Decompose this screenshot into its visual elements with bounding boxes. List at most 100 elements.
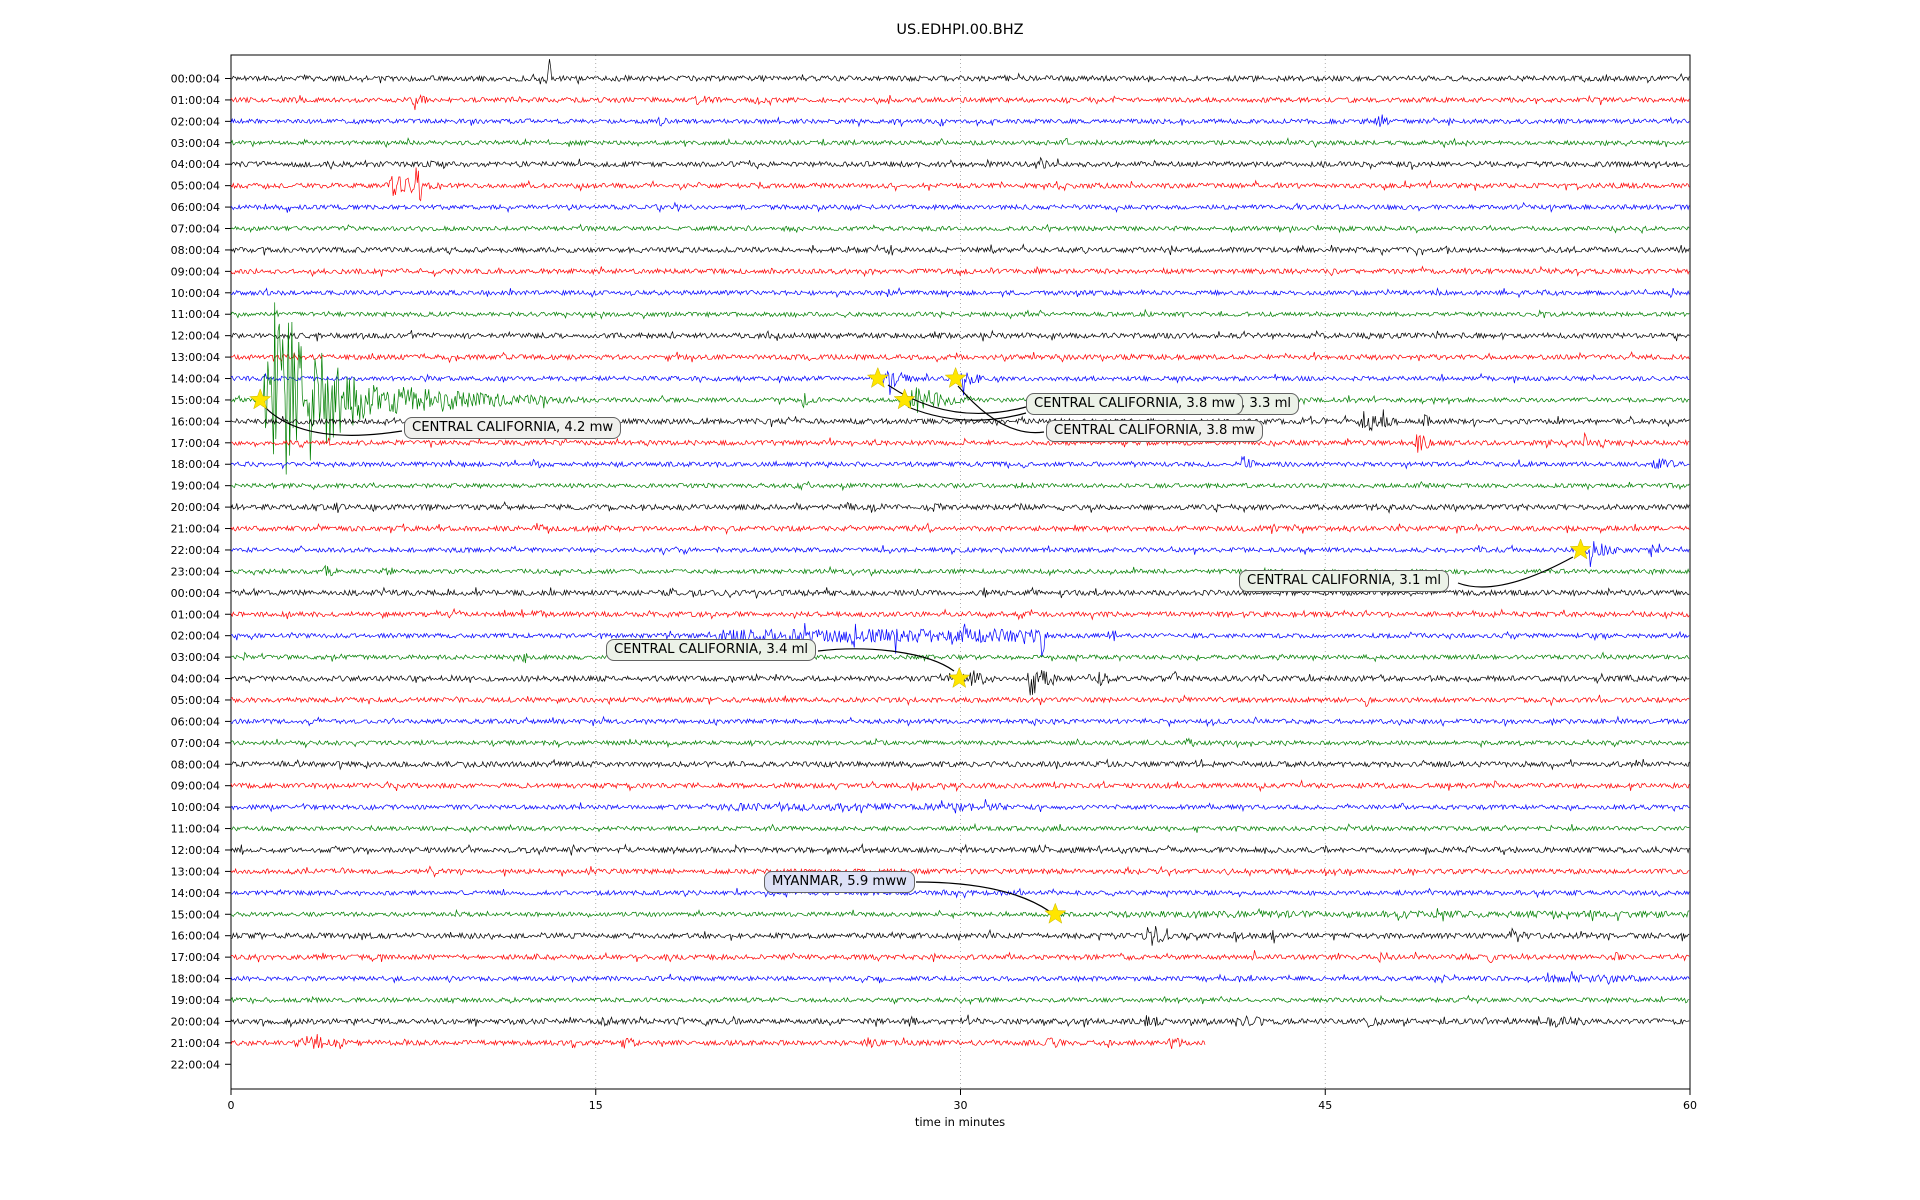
x-axis-label: time in minutes bbox=[914, 1115, 1006, 1129]
seismogram-trace-row-9 bbox=[230, 265, 1690, 278]
seismogram-trace-row-44 bbox=[230, 1014, 1690, 1028]
y-tick-label: 15:00:04 bbox=[171, 908, 220, 921]
y-tick-label: 15:00:04 bbox=[171, 394, 220, 407]
event-star-icon bbox=[866, 366, 889, 388]
seismogram-trace-row-38 bbox=[230, 887, 1690, 899]
y-tick-label: 13:00:04 bbox=[171, 865, 220, 878]
seismogram-trace-row-35 bbox=[230, 822, 1690, 834]
y-tick-label: 11:00:04 bbox=[171, 308, 220, 321]
y-tick-label: 18:00:04 bbox=[171, 973, 220, 986]
seismogram-trace-row-37 bbox=[230, 865, 1690, 878]
y-tick-label: 12:00:04 bbox=[171, 330, 220, 343]
y-tick-label: 20:00:04 bbox=[171, 501, 220, 514]
y-tick-label: 20:00:04 bbox=[171, 1015, 220, 1028]
seismogram-trace-row-17 bbox=[230, 431, 1690, 453]
y-tick-label: 21:00:04 bbox=[171, 1037, 220, 1050]
y-tick-label: 01:00:04 bbox=[171, 94, 220, 107]
seismogram-trace-row-11 bbox=[230, 308, 1690, 320]
event-star-icon bbox=[1569, 538, 1592, 560]
y-tick-label: 06:00:04 bbox=[171, 715, 220, 728]
seismogram-trace-row-3 bbox=[230, 137, 1690, 149]
seismogram-trace-row-32 bbox=[230, 758, 1690, 771]
y-tick-label: 23:00:04 bbox=[171, 565, 220, 578]
annotation-leader-line-2 bbox=[907, 406, 1027, 421]
y-tick-label: 11:00:04 bbox=[171, 823, 220, 836]
y-tick-label: 21:00:04 bbox=[171, 523, 220, 536]
y-tick-label: 14:00:04 bbox=[171, 373, 220, 386]
event-label-6: MYANMAR, 5.9 mww bbox=[764, 871, 915, 893]
seismogram-trace-row-25 bbox=[230, 607, 1690, 621]
seismogram-trace-row-8 bbox=[230, 243, 1690, 257]
event-star-icon bbox=[249, 388, 272, 410]
y-tick-label: 02:00:04 bbox=[171, 630, 220, 643]
event-star-icon bbox=[893, 388, 916, 410]
y-tick-label: 05:00:04 bbox=[171, 180, 220, 193]
seismogram-trace-row-30 bbox=[230, 715, 1690, 728]
x-tick-label: 15 bbox=[589, 1099, 603, 1112]
y-tick-label: 13:00:04 bbox=[171, 351, 220, 364]
annotation-leader-line-6 bbox=[915, 881, 1050, 912]
event-star-icon bbox=[944, 366, 967, 388]
seismogram-trace-row-2 bbox=[230, 114, 1690, 128]
y-tick-label: 02:00:04 bbox=[171, 115, 220, 128]
x-tick-label: 60 bbox=[1683, 1099, 1697, 1112]
y-tick-label: 07:00:04 bbox=[171, 737, 220, 750]
y-tick-label: 04:00:04 bbox=[171, 673, 220, 686]
event-label-3: CENTRAL CALIFORNIA, 3.8 mw bbox=[1046, 420, 1264, 442]
y-tick-label: 00:00:04 bbox=[171, 587, 220, 600]
annotation-leader-line-5 bbox=[817, 648, 955, 672]
event-label-0: CENTRAL CALIFORNIA, 4.2 mw bbox=[404, 417, 622, 439]
seismogram-trace-row-36 bbox=[230, 843, 1690, 856]
seismogram-trace-row-40 bbox=[230, 926, 1690, 946]
y-tick-label: 06:00:04 bbox=[171, 201, 220, 214]
y-tick-label: 22:00:04 bbox=[171, 544, 220, 557]
event-label-4: CENTRAL CALIFORNIA, 3.1 ml bbox=[1239, 570, 1450, 592]
annotation-leader-line-0 bbox=[261, 403, 403, 436]
y-tick-label: 05:00:04 bbox=[171, 694, 220, 707]
y-tick-label: 00:00:04 bbox=[171, 73, 220, 86]
y-tick-label: 03:00:04 bbox=[171, 651, 220, 664]
y-tick-label: 10:00:04 bbox=[171, 287, 220, 300]
y-tick-label: 03:00:04 bbox=[171, 137, 220, 150]
seismogram-trace-row-41 bbox=[230, 950, 1690, 964]
y-tick-label: 16:00:04 bbox=[171, 930, 220, 943]
seismogram-trace-row-13 bbox=[230, 350, 1690, 364]
seismogram-trace-row-1 bbox=[230, 93, 1690, 111]
seismogram-trace-row-19 bbox=[230, 480, 1690, 492]
y-tick-label: 19:00:04 bbox=[171, 480, 220, 493]
annotation-leader-line-1 bbox=[887, 384, 1027, 415]
seismogram-trace-row-22 bbox=[230, 541, 1690, 568]
y-tick-label: 01:00:04 bbox=[171, 608, 220, 621]
seismogram-trace-row-45 bbox=[230, 1033, 1206, 1050]
y-tick-label: 16:00:04 bbox=[171, 415, 220, 428]
annotation-leader-line-4 bbox=[1457, 556, 1574, 588]
y-tick-label: 12:00:04 bbox=[171, 844, 220, 857]
y-tick-label: 09:00:04 bbox=[171, 780, 220, 793]
y-tick-label: 10:00:04 bbox=[171, 801, 220, 814]
seismogram-trace-row-24 bbox=[231, 586, 1690, 599]
y-tick-label: 08:00:04 bbox=[171, 244, 220, 257]
x-tick-label: 30 bbox=[954, 1099, 968, 1112]
seismogram-trace-row-21 bbox=[230, 522, 1690, 536]
y-tick-label: 17:00:04 bbox=[171, 437, 220, 450]
seismogram-trace-row-27 bbox=[230, 651, 1690, 664]
seismogram-trace-row-29 bbox=[230, 694, 1690, 708]
x-tick-label: 0 bbox=[228, 1099, 235, 1112]
seismogram-trace-row-4 bbox=[230, 156, 1690, 170]
y-tick-label: 07:00:04 bbox=[171, 223, 220, 236]
event-star-icon bbox=[1044, 902, 1067, 924]
y-tick-label: 17:00:04 bbox=[171, 951, 220, 964]
seismogram-trace-row-10 bbox=[230, 287, 1690, 299]
plot-title: US.EDHPI.00.BHZ bbox=[896, 22, 1024, 38]
seismogram-trace-row-31 bbox=[230, 737, 1690, 749]
y-tick-label: 04:00:04 bbox=[171, 158, 220, 171]
seismogram-trace-row-26 bbox=[230, 622, 1690, 657]
annotation-leader-line-3 bbox=[957, 385, 1045, 434]
y-tick-label: 08:00:04 bbox=[171, 758, 220, 771]
y-tick-label: 18:00:04 bbox=[171, 458, 220, 471]
y-tick-label: 22:00:04 bbox=[171, 1058, 220, 1071]
event-star-icon bbox=[948, 666, 971, 688]
y-tick-label: 19:00:04 bbox=[171, 994, 220, 1007]
